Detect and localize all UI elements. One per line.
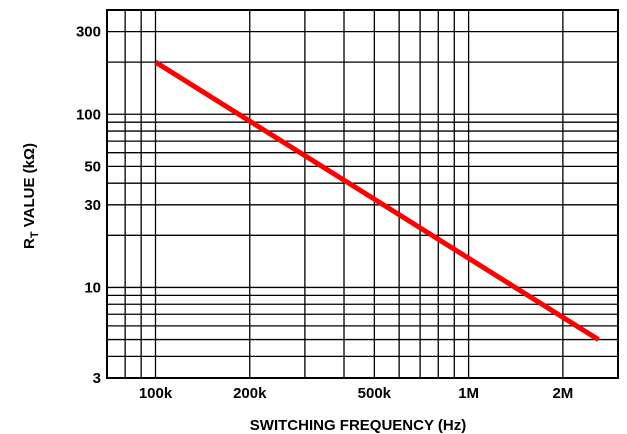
x-tick-label: 200k: [233, 385, 267, 402]
x-axis-label: SWITCHING FREQUENCY (Hz): [250, 417, 466, 434]
x-tick-label: 1M: [458, 385, 479, 402]
y-tick-label: 100: [76, 106, 101, 123]
y-axis-label-subscript: T: [29, 231, 41, 238]
y-axis-label-suffix: VALUE (kΩ): [21, 143, 38, 231]
x-tick-label: 500k: [358, 385, 392, 402]
x-tick-label: 2M: [552, 385, 573, 402]
grid: [107, 10, 618, 378]
series-layer: [154, 59, 600, 342]
x-tick-labels: 100k 200k 500k 1M 2M: [139, 385, 573, 402]
rt-series-line: [154, 59, 600, 342]
y-tick-label: 30: [84, 197, 101, 214]
y-tick-label: 3: [93, 370, 101, 387]
y-tick-label: 10: [84, 279, 101, 296]
plot-area-frame: [106, 9, 619, 379]
y-axis-label: RT VALUE (kΩ): [21, 143, 41, 249]
y-tick-labels: 3 10 30 50 100 300: [76, 24, 101, 387]
y-axis-label-main: R: [21, 238, 38, 249]
y-tick-label: 300: [76, 24, 101, 41]
y-tick-label: 50: [84, 158, 101, 175]
x-tick-label: 100k: [139, 385, 173, 402]
